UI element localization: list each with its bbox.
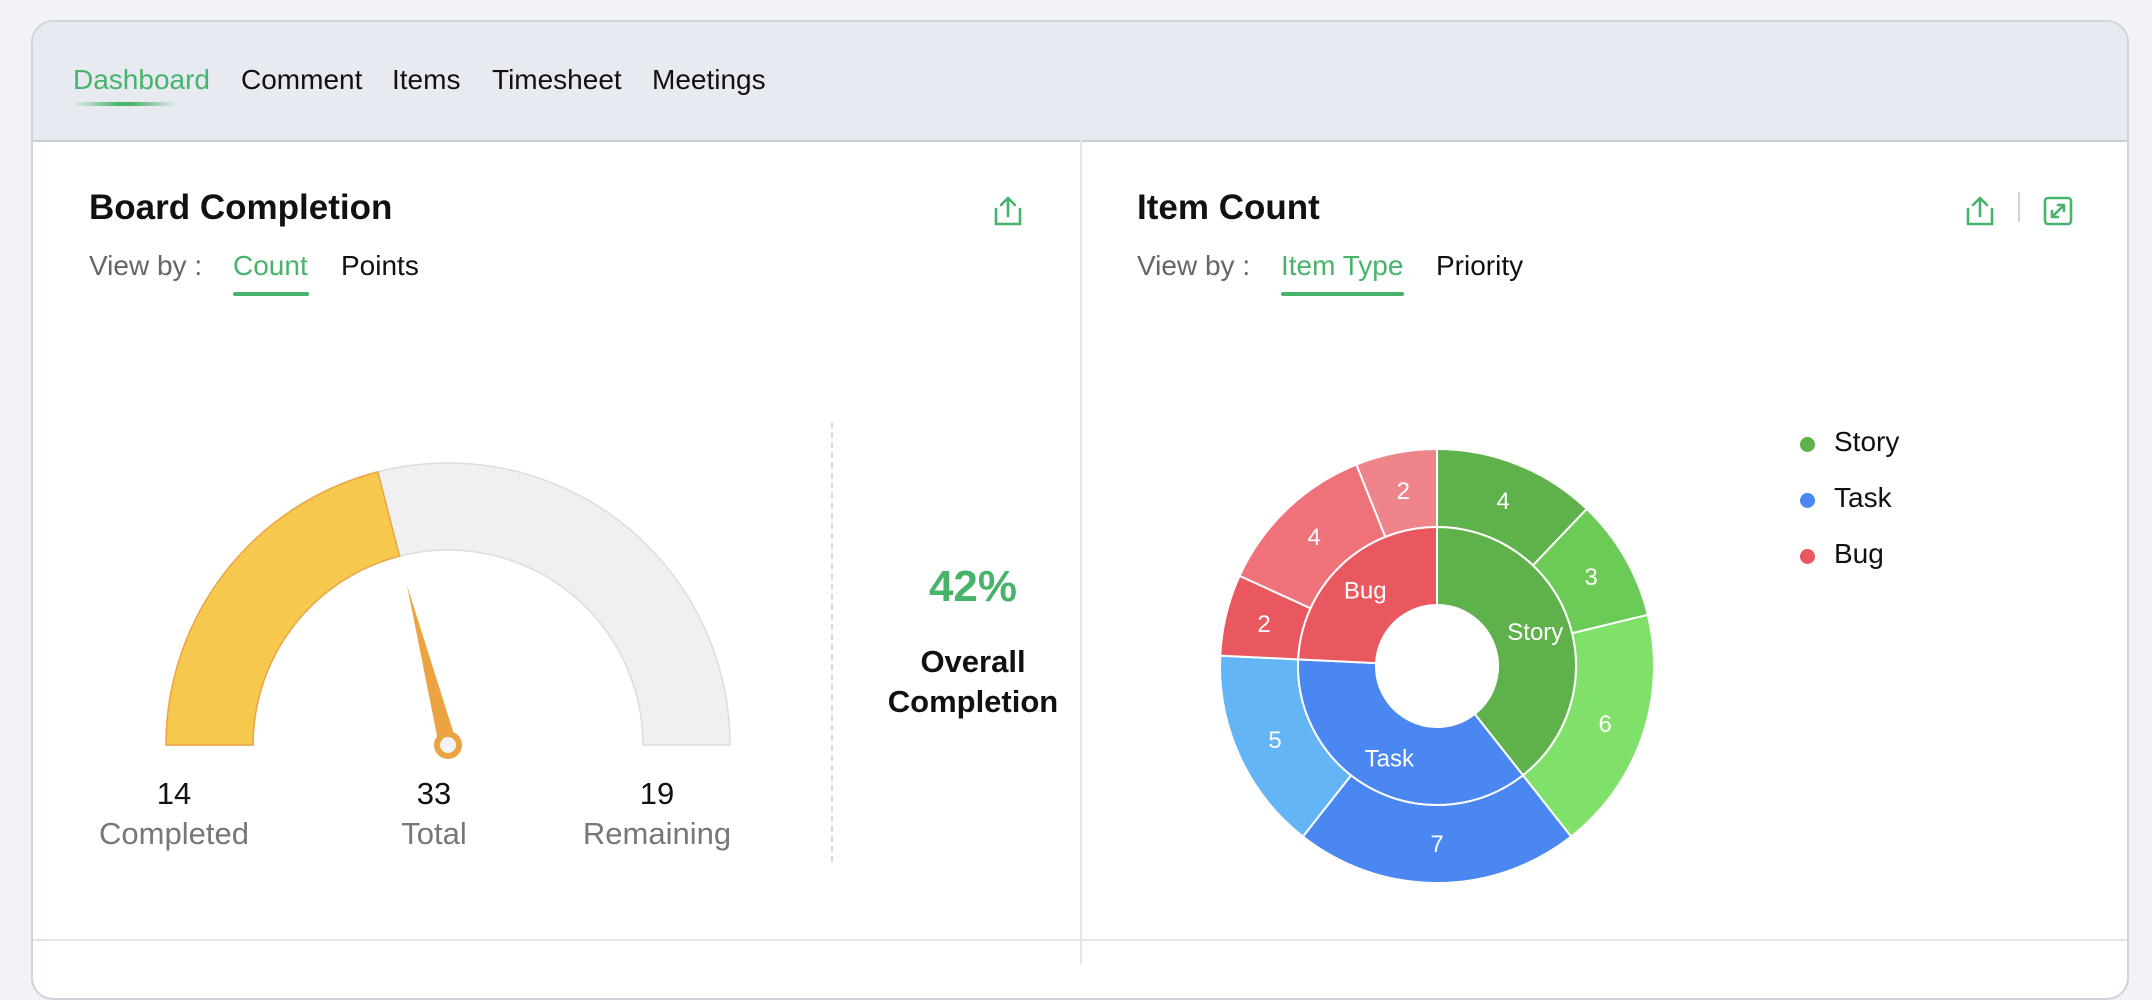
view-by-label: View by : [89, 250, 203, 281]
sunburst-outer-value-label: 5 [1268, 727, 1281, 754]
sunburst-outer-value-label: 4 [1496, 488, 1509, 515]
sunburst-outer-value-label: 3 [1584, 564, 1597, 591]
tab-comment[interactable]: Comment [241, 64, 363, 95]
legend-label-story: Story [1834, 426, 1900, 457]
view-by-points-option[interactable]: Points [341, 250, 419, 281]
count-option-underline [233, 292, 309, 296]
legend-dot-story [1800, 437, 1815, 452]
sunburst-inner-category-label: Task [1365, 745, 1415, 772]
gauge-needle-hub-center [440, 737, 456, 753]
gauge-fill [165, 470, 401, 746]
tab-meetings[interactable]: Meetings [652, 64, 766, 95]
item-count-title: Item Count [1137, 188, 1320, 227]
legend-label-bug: Bug [1834, 538, 1884, 569]
completed-value: 14 [156, 776, 192, 811]
expand-icon[interactable] [2041, 194, 2075, 228]
legend-label-task: Task [1834, 482, 1892, 513]
tab-active-indicator [73, 102, 177, 106]
total-value: 33 [416, 776, 452, 811]
panel-divider [1080, 140, 1082, 964]
board-completion-title: Board Completion [89, 188, 393, 227]
completion-percent: 42% [928, 562, 1018, 611]
sunburst-outer-value-label: 6 [1599, 711, 1612, 738]
sunburst-center-hole [1376, 605, 1498, 727]
export-icon[interactable] [991, 194, 1025, 228]
tab-timesheet[interactable]: Timesheet [492, 64, 622, 95]
tab-dashboard[interactable]: Dashboard [73, 64, 210, 95]
dashboard-frame: Dashboard Comment Items Timesheet Meetin… [31, 20, 2129, 1000]
sunburst-outer-value-label: 2 [1397, 478, 1410, 505]
sunburst-outer-value-label: 4 [1307, 524, 1320, 551]
remaining-value: 19 [639, 776, 675, 811]
sunburst-inner-category-label: Story [1507, 619, 1563, 646]
item-count-sunburst-chart: 4 3 6 7 5 2 4 2 Story Task Bug [1219, 447, 1655, 885]
sunburst-outer-value-label: 2 [1257, 611, 1270, 638]
view-by-priority-option[interactable]: Priority [1436, 250, 1524, 281]
view-by-label: View by : [1137, 250, 1251, 281]
completed-label: Completed [99, 816, 249, 851]
view-by-count-option[interactable]: Count [233, 250, 308, 281]
export-icon[interactable] [1963, 194, 1997, 228]
top-nav-bar: Dashboard Comment Items Timesheet Meetin… [33, 22, 2127, 142]
remaining-label: Remaining [582, 816, 732, 851]
section-divider [33, 939, 2127, 941]
sunburst-outer-value-label: 7 [1430, 831, 1443, 858]
icon-separator [2018, 192, 2020, 222]
sunburst-inner-category-label: Bug [1344, 578, 1387, 605]
gauge-needle [406, 585, 457, 748]
view-by-item-type-option[interactable]: Item Type [1281, 250, 1404, 281]
tab-items[interactable]: Items [392, 64, 461, 95]
completion-gauge [165, 462, 731, 759]
legend-dot-task [1800, 493, 1815, 508]
total-label: Total [401, 816, 467, 851]
item-type-option-underline [1281, 292, 1404, 296]
legend-dot-bug [1800, 549, 1815, 564]
overall-completion-label: Overall Completion [887, 644, 1059, 719]
stats-divider [831, 422, 833, 862]
